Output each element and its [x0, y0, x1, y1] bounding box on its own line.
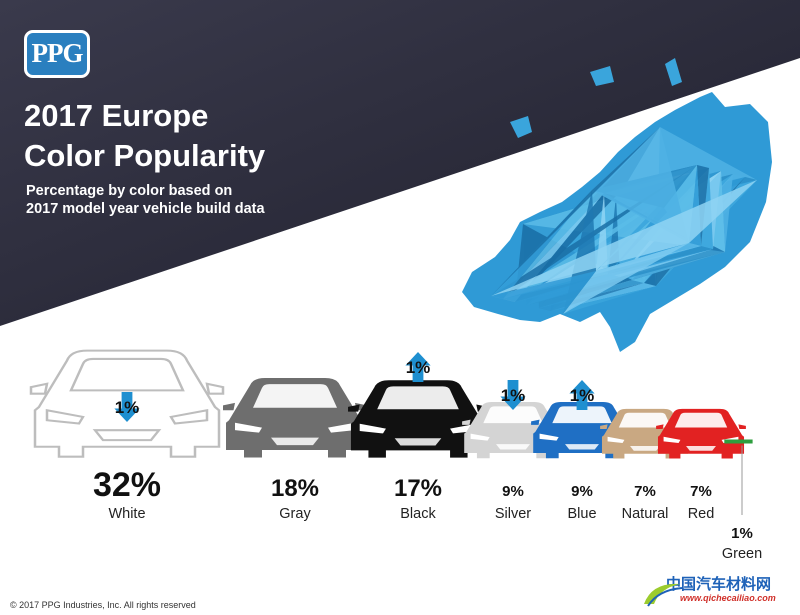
car-windshield	[377, 386, 459, 410]
car-grille	[496, 444, 530, 450]
map-facet	[592, 127, 689, 243]
car-windshield	[69, 357, 185, 392]
up-arrow-icon	[569, 380, 595, 410]
car-grille	[394, 438, 442, 446]
subtitle-line-2: 2017 model year vehicle build data	[26, 201, 265, 217]
car-grille	[92, 429, 162, 442]
car-windshield	[552, 406, 612, 424]
category-label: Blue	[567, 506, 596, 522]
car-grille	[565, 444, 599, 450]
title-line-1: 2017 Europe	[24, 98, 209, 133]
value-label: 7%	[634, 483, 656, 500]
change-label: 1%	[115, 398, 140, 417]
value-label: 1%	[731, 525, 753, 542]
car-windshield	[483, 406, 543, 424]
down-arrow-icon	[114, 392, 140, 422]
page-title: 2017 Europe Color Popularity	[24, 96, 265, 176]
map-facet	[491, 271, 596, 314]
category-label: Gray	[279, 506, 311, 522]
car-headlights	[359, 423, 477, 434]
map-island	[510, 116, 532, 138]
europe-map	[462, 58, 772, 352]
car-headlights	[663, 436, 739, 443]
value-label: 17%	[394, 475, 442, 502]
category-label: Natural	[622, 506, 669, 522]
car-headlights	[235, 422, 355, 433]
down-arrow-icon	[500, 380, 526, 410]
change-label: 1%	[406, 358, 431, 377]
map-facet	[491, 127, 660, 296]
watermark-url: www.qichecailiao.com	[680, 593, 776, 603]
category-label: Silver	[495, 506, 531, 522]
map-facet	[503, 190, 604, 299]
title-line-2: Color Popularity	[24, 138, 266, 173]
category-label: Black	[400, 506, 436, 522]
map-facet	[563, 243, 689, 314]
watermark-text: 中国汽车材料网	[666, 576, 772, 593]
copyright-footer: © 2017 PPG Industries, Inc. All rights r…	[10, 600, 196, 610]
watermark: 中国汽车材料网 www.qichecailiao.com	[640, 576, 796, 610]
ppg-logo: PPG	[24, 30, 90, 78]
change-label: 1%	[570, 386, 595, 405]
car-grille	[271, 437, 319, 446]
value-label: 7%	[690, 483, 712, 500]
category-label: White	[108, 506, 145, 522]
page-subtitle: Percentage by color based on 2017 model …	[26, 182, 265, 218]
map-island	[665, 58, 682, 86]
map-island	[590, 66, 614, 86]
value-label: 18%	[271, 475, 319, 502]
car-windshield	[253, 384, 337, 408]
car-windshield	[618, 412, 672, 428]
swoosh-icon	[644, 583, 683, 607]
category-label: Green	[722, 546, 762, 562]
up-arrow-icon	[405, 352, 431, 382]
car-grille	[686, 446, 716, 451]
category-label: Red	[688, 506, 715, 522]
car-mark-green	[724, 439, 753, 444]
car-grille	[630, 446, 660, 451]
car-mark-gray	[223, 377, 367, 458]
map-facet	[491, 180, 757, 296]
car-body	[724, 439, 753, 444]
value-label: 9%	[571, 483, 593, 500]
value-label: 32%	[93, 466, 161, 504]
car-mark-black	[348, 380, 488, 458]
car-mark-red	[656, 408, 746, 459]
car-headlights	[45, 408, 209, 425]
change-label: 1%	[501, 386, 526, 405]
car-windshield	[674, 412, 728, 428]
subtitle-line-1: Percentage by color based on	[26, 183, 233, 199]
value-label: 9%	[502, 483, 524, 500]
car-mirrors	[29, 382, 225, 395]
